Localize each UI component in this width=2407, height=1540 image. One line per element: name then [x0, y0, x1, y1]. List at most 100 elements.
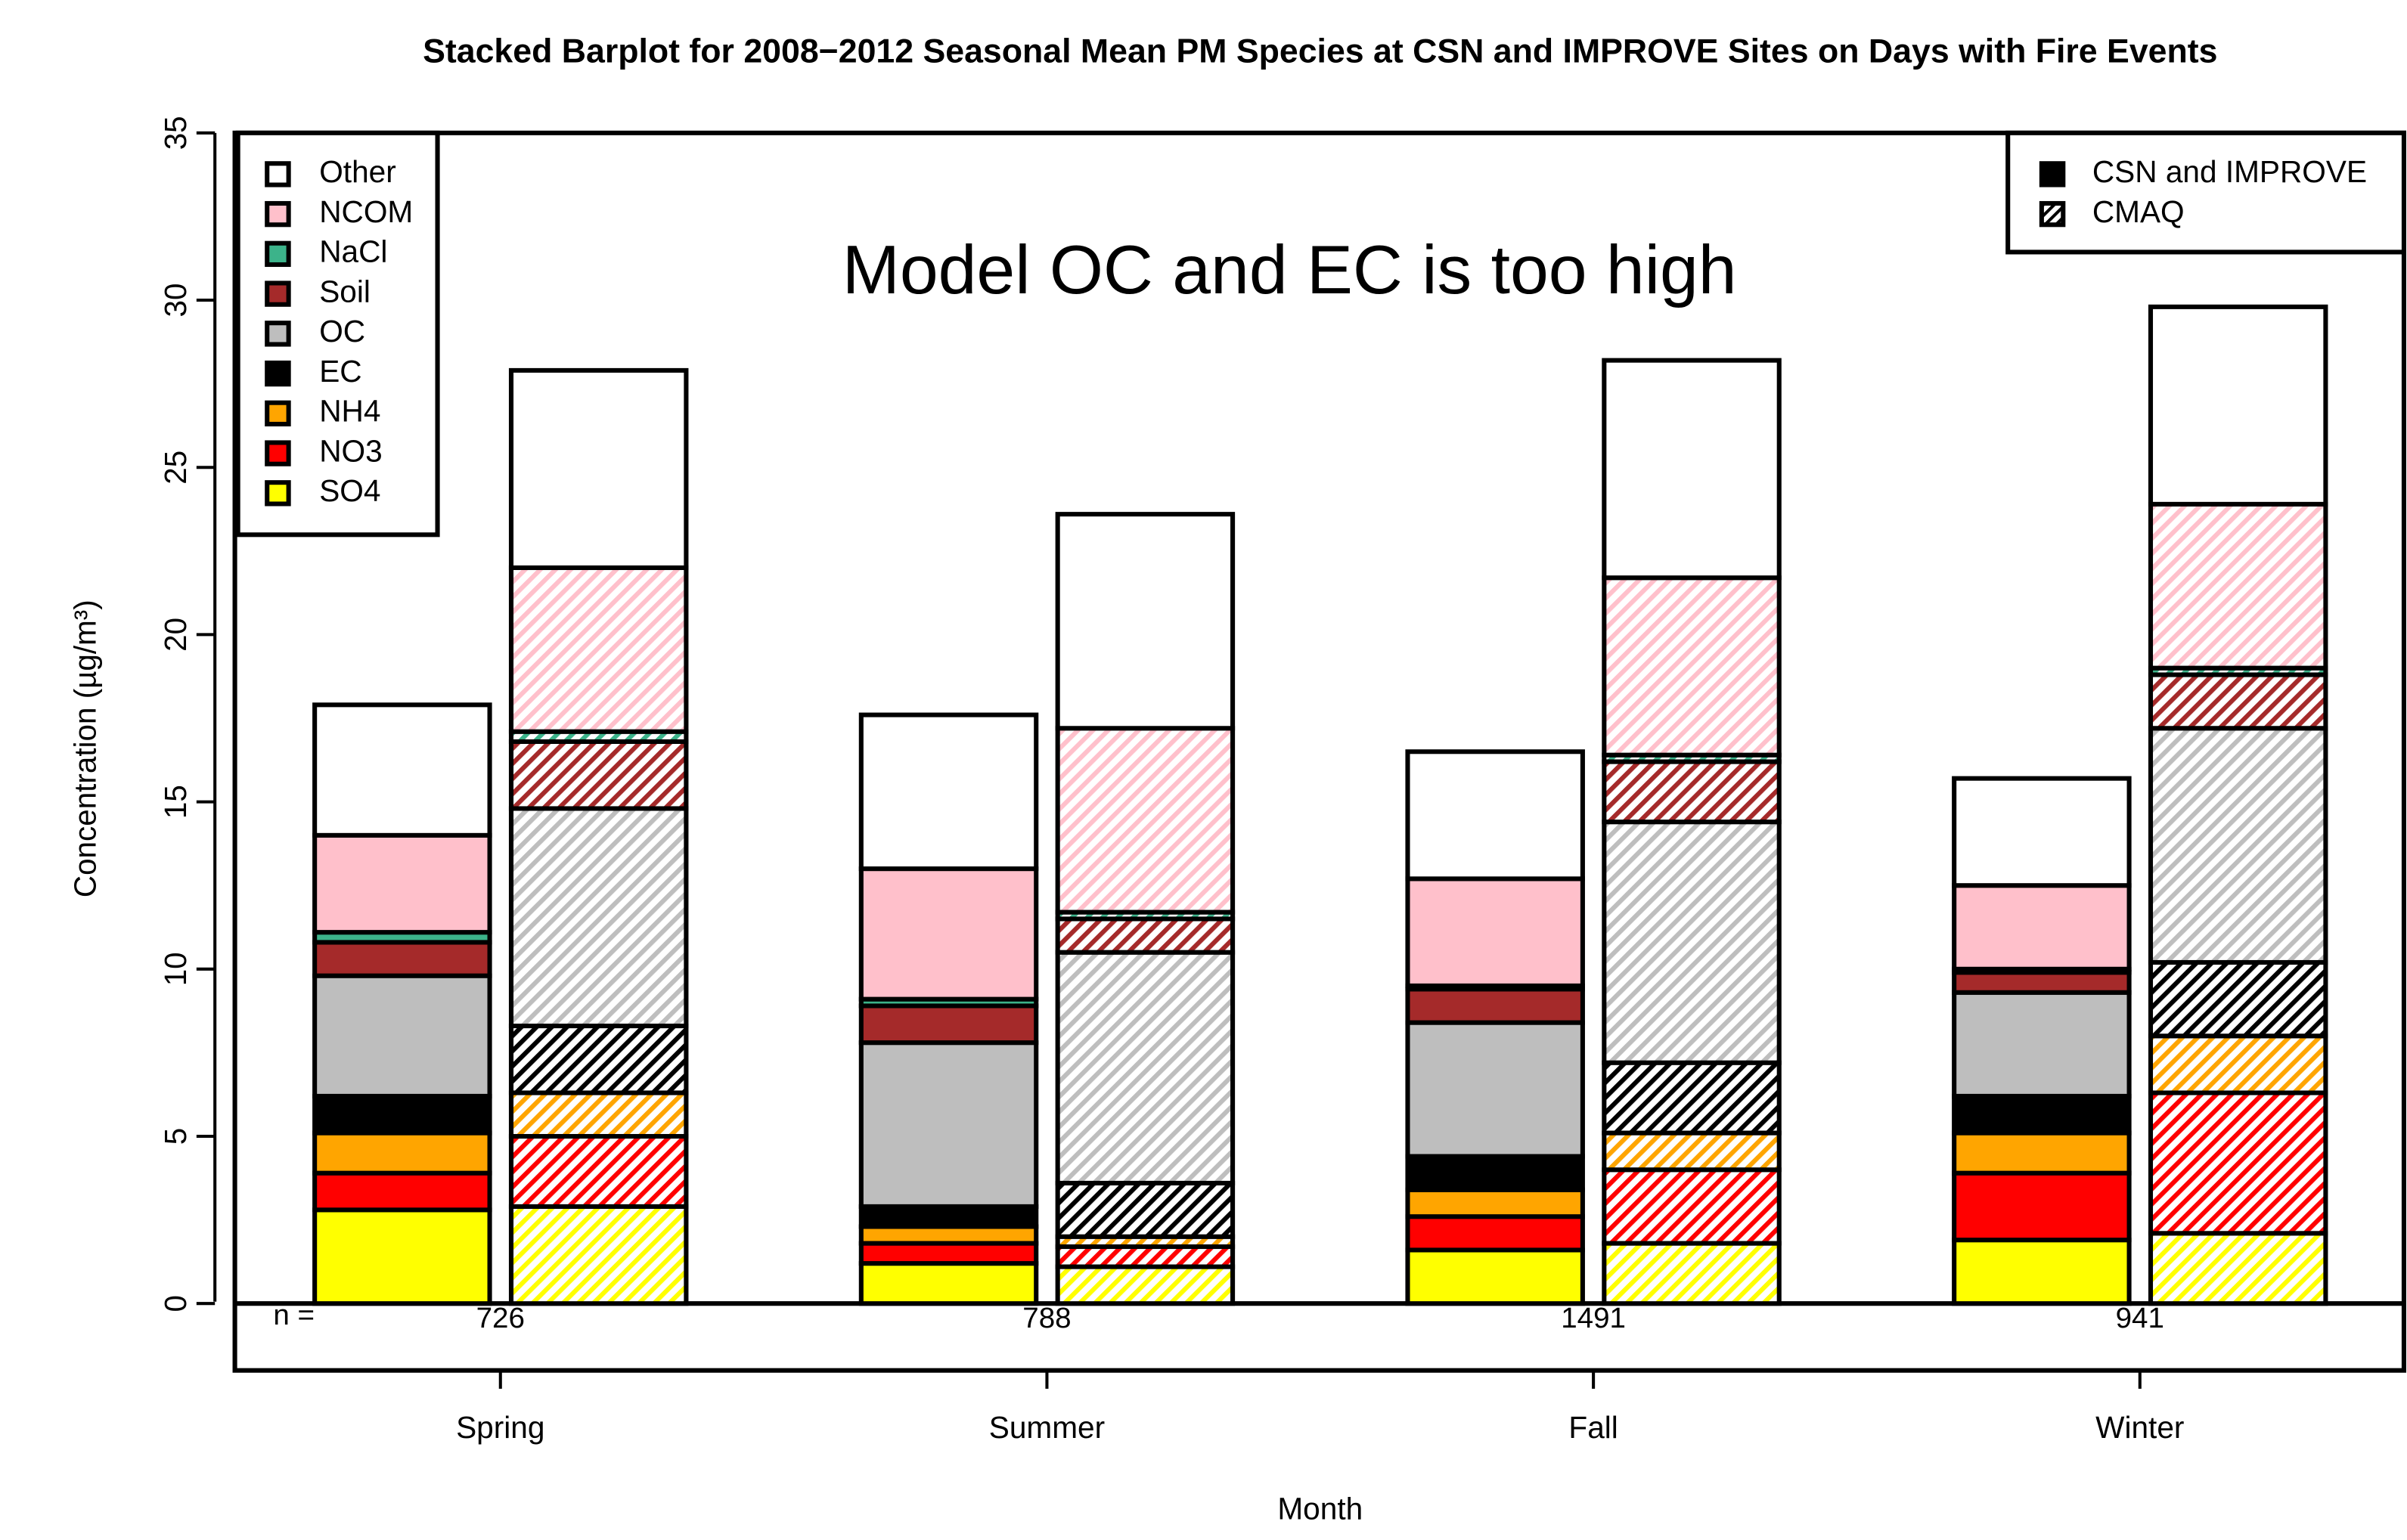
bar-segment [1405, 987, 1585, 1025]
bar-segment [858, 1040, 1039, 1209]
legend-label: Other [319, 154, 396, 189]
bar-segment [1602, 358, 1782, 581]
x-tick-label: Winter [2095, 1410, 2184, 1445]
bar-segment [312, 940, 492, 978]
legend-label: CMAQ [2092, 194, 2185, 229]
bar-segment [1405, 1154, 1585, 1192]
legend-key [265, 240, 291, 268]
bar-segment [2148, 501, 2328, 671]
y-tick-label: 35 [158, 116, 193, 150]
y-tick-label: 30 [158, 284, 193, 318]
y-tick-label: 20 [158, 618, 193, 652]
legend-label: Soil [319, 274, 371, 308]
chart-title: Stacked Barplot for 2008−2012 Seasonal M… [423, 33, 2217, 70]
bar-segment [2148, 726, 2328, 965]
bar-segment [1602, 575, 1782, 758]
bar-segment [2148, 1231, 2328, 1306]
bar-segment [1952, 883, 2132, 971]
bar-segment [2148, 304, 2328, 507]
bar-segment [1055, 512, 1236, 731]
legend-label: NH4 [319, 394, 380, 429]
legend-key [265, 161, 291, 187]
bar-segment [1952, 1238, 2132, 1306]
bar-segment [312, 1130, 492, 1176]
bar-segment [1405, 1214, 1585, 1253]
legend-label: OC [319, 314, 365, 349]
n-label: 726 [476, 1302, 525, 1334]
bar-segment [312, 832, 492, 935]
bar-segment [508, 739, 689, 811]
bar-segment [2148, 1033, 2328, 1095]
bar-segment [1055, 1180, 1236, 1239]
bar-segment [508, 1204, 689, 1306]
bar-segment [2148, 672, 2328, 731]
legend-label: CSN and IMPROVE [2092, 154, 2367, 189]
bar-segment [1055, 1244, 1236, 1269]
legend-key [2039, 161, 2066, 187]
annotation: Model OC and EC is too high [842, 231, 1737, 308]
bar-segment [858, 1204, 1039, 1229]
bar-segment [858, 1261, 1039, 1306]
y-tick-label: 15 [158, 785, 193, 819]
plot-frame [232, 130, 2406, 1373]
bar-segment [858, 1224, 1039, 1246]
n-prefix: n = [273, 1299, 315, 1331]
legend-key [265, 360, 291, 387]
x-tick-label: Spring [456, 1410, 544, 1445]
bar-segment [508, 806, 689, 1029]
bar-segment [1952, 970, 2132, 995]
bar-segment [2148, 1090, 2328, 1236]
bar-segment [312, 973, 492, 1098]
bar-segment [858, 1241, 1039, 1266]
x-tick-label: Fall [1568, 1410, 1618, 1445]
y-tick-label: 0 [158, 1295, 193, 1312]
bar-segment [858, 712, 1039, 872]
bar-segment [508, 367, 689, 570]
x-axis-label: Month [1277, 1491, 1363, 1526]
bar-segment [1602, 820, 1782, 1065]
bar-segment [312, 1207, 492, 1306]
bar-segment [1405, 1020, 1585, 1159]
legend-key [265, 321, 291, 347]
y-tick-label: 25 [158, 451, 193, 485]
bar-segment [312, 1093, 492, 1136]
bar-segment [858, 866, 1039, 1002]
x-tick-label: Summer [989, 1410, 1105, 1445]
legend-label: NaCl [319, 234, 387, 269]
bar-segment [1602, 1060, 1782, 1136]
bar-segment [1952, 1130, 2132, 1176]
legend-key [2039, 200, 2066, 228]
bar-segment [1405, 1247, 1585, 1306]
bar-segment [1405, 876, 1585, 988]
bar-segment [1952, 990, 2132, 1098]
bar-segment [508, 1090, 689, 1139]
bar-segment [1602, 1167, 1782, 1246]
legend-key [265, 280, 291, 307]
bar-segment [1602, 759, 1782, 825]
legend-key [265, 200, 291, 228]
legend-key [265, 480, 291, 507]
bar-segment [508, 1023, 689, 1095]
bar-segment [1055, 1264, 1236, 1306]
legend-key [265, 400, 291, 427]
bar-segment [858, 1003, 1039, 1046]
bar-segment [1405, 749, 1585, 882]
bar-segment [312, 702, 492, 838]
bar-segment [1602, 1241, 1782, 1306]
bar-segment [1602, 1130, 1782, 1173]
legend-label: SO4 [319, 473, 380, 508]
y-axis-label: Concentration (µg/m³) [67, 600, 102, 897]
legend-label: NO3 [319, 433, 382, 468]
n-label: 941 [2116, 1302, 2164, 1334]
legend-label: NCOM [319, 194, 413, 229]
bar-segment [1055, 950, 1236, 1185]
bar-segment [1055, 726, 1236, 915]
y-tick-label: 5 [158, 1128, 193, 1145]
bar-segment [312, 1170, 492, 1213]
bar-segment [508, 1133, 689, 1209]
bar-segment [1405, 1187, 1585, 1219]
bar-segment [508, 565, 689, 734]
legend-box [2005, 130, 2406, 255]
